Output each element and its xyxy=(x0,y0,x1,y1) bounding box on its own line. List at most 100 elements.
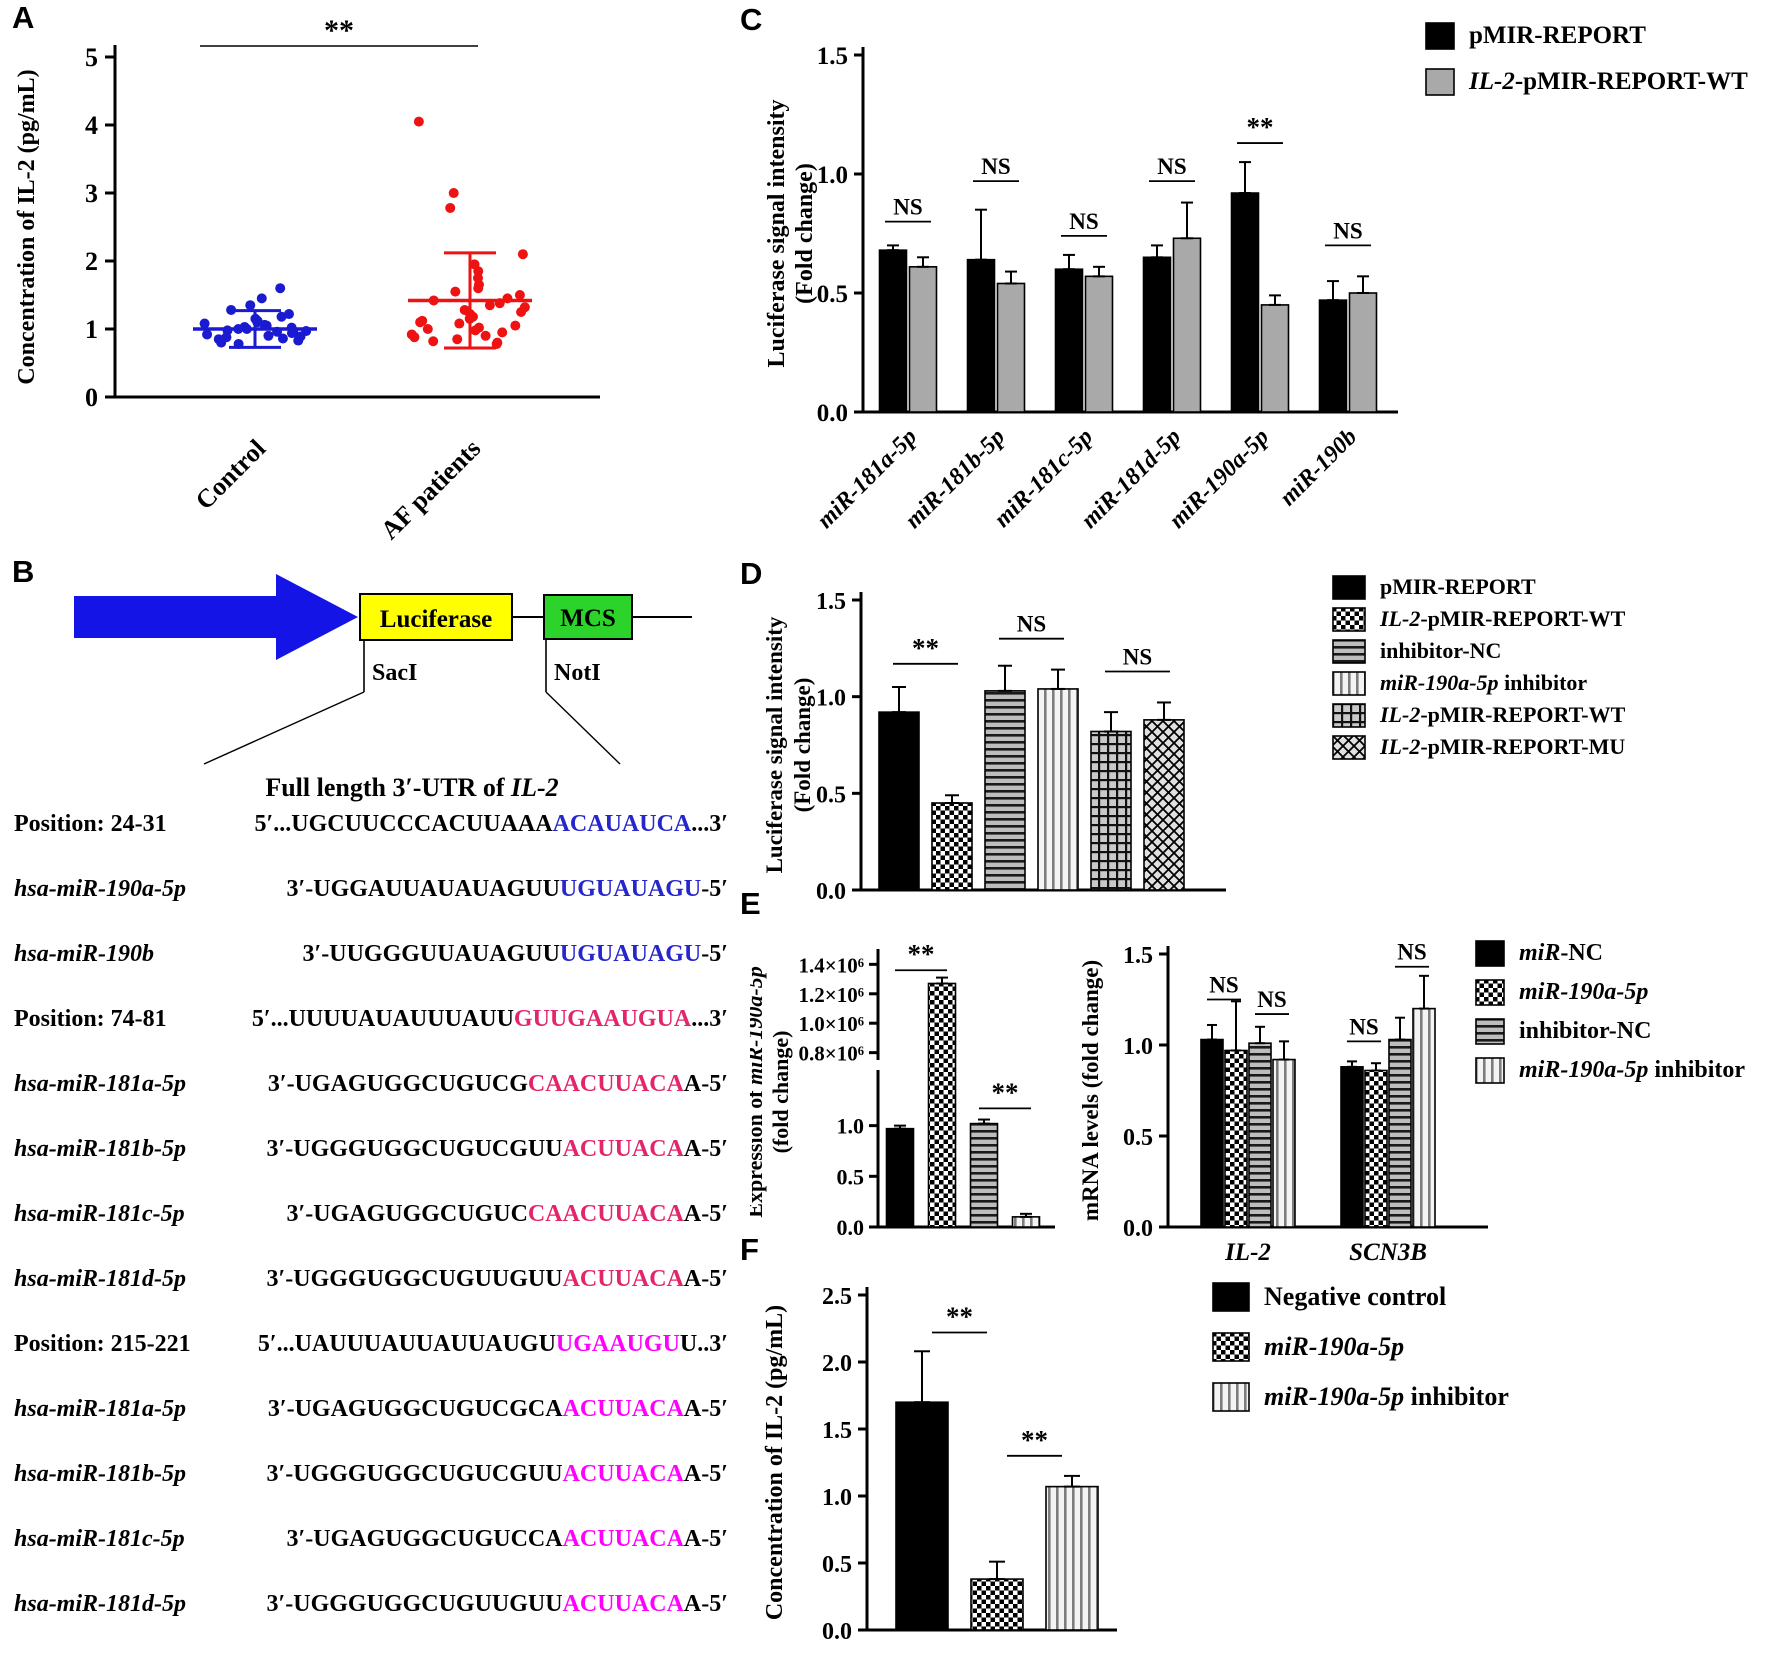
bar xyxy=(908,266,938,413)
legend-swatch xyxy=(1475,940,1505,967)
bar xyxy=(996,282,1026,413)
category-label: SCN3B xyxy=(1349,1239,1427,1266)
notI-label: NotI xyxy=(554,660,601,686)
panel-label-f: F xyxy=(740,1232,759,1267)
sequence-text: 5′...UUUUAUAUUUAUUGUUGAAUGUA...3′ xyxy=(251,1006,728,1032)
panel-label-e: E xyxy=(740,886,761,921)
scatter-point xyxy=(448,188,459,198)
scatter-point xyxy=(263,330,274,341)
bar xyxy=(1318,299,1348,413)
legend-label: inhibitor-NC xyxy=(1380,638,1502,663)
legend-label: IL-2-pMIR-REPORT-WT xyxy=(1380,606,1626,631)
bar xyxy=(931,802,973,891)
seed-match-highlight: ACUUACA xyxy=(562,1526,684,1552)
bar xyxy=(1200,1038,1224,1228)
bar xyxy=(927,982,957,1228)
sig-label: NS xyxy=(981,154,1010,179)
tick-label: 1.0 xyxy=(817,162,848,189)
scatter-point xyxy=(450,286,461,297)
tick-label: 0 xyxy=(85,383,98,412)
scatter-point xyxy=(491,338,502,349)
legend-swatch xyxy=(1332,734,1366,760)
legend-item: miR-NC xyxy=(1475,940,1745,967)
scatter-point xyxy=(293,335,304,346)
legend-swatch xyxy=(1332,702,1366,728)
scatter-point xyxy=(428,336,439,347)
seed-match-highlight: ACUUACA xyxy=(562,1396,684,1422)
scatter-point xyxy=(470,325,481,336)
tick-label: 5 xyxy=(85,43,98,72)
bar xyxy=(895,1401,949,1631)
sequence-text: 3′-UUGGGUUAUAGUUUGUAUAGU-5′ xyxy=(302,941,728,967)
bar xyxy=(1084,275,1114,413)
axis-label: Expression of miR-190a-5p xyxy=(750,966,767,1217)
axis-label: mRNA levels (fold change) xyxy=(1078,960,1103,1221)
legend-item: IL-2-pMIR-REPORT-WT xyxy=(1332,606,1625,632)
bar xyxy=(969,1122,999,1228)
bar xyxy=(1364,1069,1388,1228)
panel-f-bar-chart: 0.0 0.5 1.0 1.5 2.0 2.5 Concentration of IL-2 … xyxy=(762,1284,1117,1645)
seed-match-highlight: GUUGAAUGUA xyxy=(513,1006,692,1032)
bar xyxy=(1230,192,1260,413)
legend-label: pMIR-REPORT xyxy=(1380,574,1536,599)
sig-label: NS xyxy=(1397,940,1426,965)
panel-f-legend: Negative control miR-190a-5p miR-190a-5p i… xyxy=(1212,1282,1509,1412)
legend-item: pMIR-REPORT xyxy=(1332,574,1625,600)
sig-label: ** xyxy=(946,1302,973,1332)
sequence-label: hsa-miR-190a-5p xyxy=(14,876,187,902)
sequence-row: Position: 215-221 5′...UAUUUAUUAUUAUGUUGA… xyxy=(14,1312,728,1377)
bar xyxy=(1248,1042,1272,1228)
scatter-point xyxy=(415,317,426,328)
legend-swatch xyxy=(1332,574,1366,600)
legend-label: IL-2-pMIR-REPORT-MU xyxy=(1380,734,1626,759)
legend-item: miR-190a-5p inhibitor xyxy=(1332,670,1625,696)
sig-label: NS xyxy=(1069,209,1098,234)
scatter-point xyxy=(516,307,527,317)
bar xyxy=(1260,304,1290,413)
legend-item: miR-190a-5p inhibitor xyxy=(1475,1057,1745,1084)
sig-label: NS xyxy=(1017,612,1046,637)
legend-item: IL-2-pMIR-REPORT-WT xyxy=(1425,68,1748,96)
tick-label: 1.0 xyxy=(822,1485,852,1511)
legend-item: IL-2-pMIR-REPORT-WT xyxy=(1332,702,1625,728)
legend-label: inhibitor-NC xyxy=(1519,1018,1652,1044)
seed-match-highlight: CAACUUACA xyxy=(527,1071,684,1097)
scatter-point xyxy=(199,318,210,329)
category-label: Control xyxy=(190,434,271,515)
sequence-row: hsa-miR-181b-5p 3′-UGGGUGGCUGUCGUUACUUACA… xyxy=(14,1117,728,1182)
legend-label: miR-190a-5p inhibitor xyxy=(1380,670,1588,695)
axis-label: (Fold change) xyxy=(790,678,815,813)
bar xyxy=(1348,292,1378,413)
sequence-label: hsa-miR-181b-5p xyxy=(14,1461,187,1487)
panel-label-b: B xyxy=(12,554,35,589)
tick-label: 4 xyxy=(85,111,98,140)
sig-label: ** xyxy=(1021,1425,1048,1455)
sig-label: NS xyxy=(1123,645,1152,670)
legend-item: miR-190a-5p inhibitor xyxy=(1212,1382,1509,1412)
sequence-row: hsa-miR-181b-5p 3′-UGGGUGGCUGUCGUUACUUACA… xyxy=(14,1442,728,1507)
sequence-text: 3′-UGAGUGGCUGUCCAACUUACAA-5′ xyxy=(286,1526,728,1552)
sequence-label: hsa-miR-181b-5p xyxy=(14,1136,187,1162)
panel-d-legend: pMIR-REPORT IL-2-pMIR-REPORT-WT inhibitor-… xyxy=(1332,574,1625,760)
legend-swatch xyxy=(1212,1282,1250,1312)
legend-label: miR-NC xyxy=(1519,940,1603,966)
panel-c-bar-chart: 0.0 0.5 1.0 1.5 Luciferase signal intensity(… xyxy=(764,43,1398,534)
legend-swatch xyxy=(1475,979,1505,1006)
tick-label: 0.5 xyxy=(817,281,848,308)
sequence-label: Position: 74-81 xyxy=(14,1006,167,1032)
tick-label: 0.0 xyxy=(1123,1216,1153,1242)
legend-swatch xyxy=(1475,1018,1505,1045)
sequence-label: hsa-miR-181d-5p xyxy=(14,1591,187,1617)
seed-match-highlight: ACUUACA xyxy=(562,1266,684,1292)
legend-label: miR-190a-5p xyxy=(1264,1332,1405,1361)
tick-label: 1.4×10⁶ xyxy=(798,953,864,977)
sequence-text: 3′-UGGGUGGCUGUUGUUACUUACAA-5′ xyxy=(266,1266,728,1292)
construct-caption: Full length 3′-UTR of IL-2 xyxy=(265,773,558,802)
sequence-label: hsa-miR-181a-5p xyxy=(14,1071,187,1097)
axis-label: Concentration of IL-2 (pg/mL) xyxy=(14,69,40,384)
scatter-point xyxy=(409,332,420,343)
bar xyxy=(1037,688,1079,891)
legend-item: inhibitor-NC xyxy=(1475,1018,1745,1045)
scatter-point xyxy=(216,337,227,348)
legend-label: Negative control xyxy=(1264,1282,1447,1311)
